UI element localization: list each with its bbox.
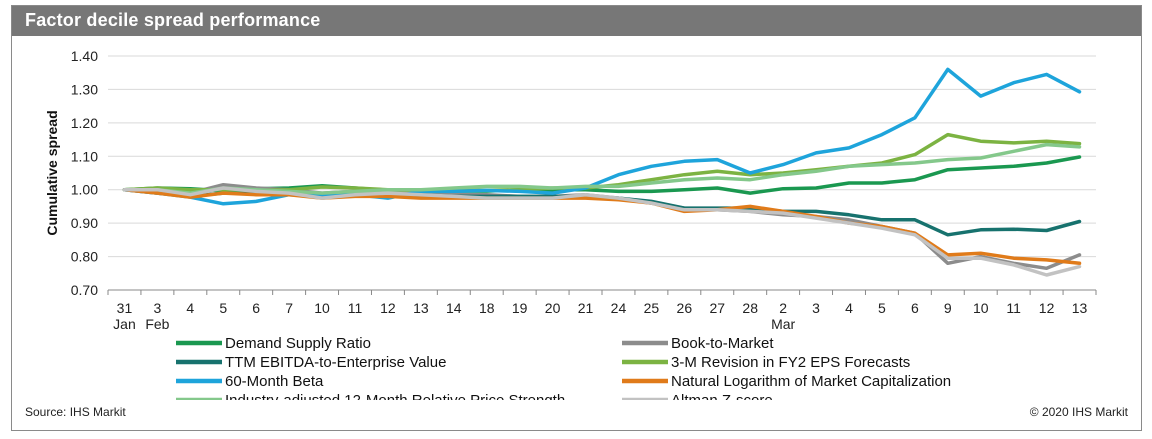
x-tick-label: 27 <box>709 300 725 316</box>
y-tick-label: 0.90 <box>71 215 98 231</box>
x-tick-label: 3 <box>154 300 162 316</box>
x-tick-label: 21 <box>578 300 594 316</box>
series-line <box>122 186 1082 277</box>
x-tick-label: 25 <box>644 300 660 316</box>
y-tick-label: 1.30 <box>71 81 98 97</box>
legend-label: Altman Z-score <box>671 392 773 400</box>
x-tick-label: 7 <box>285 300 293 316</box>
x-tick-label: 4 <box>186 300 194 316</box>
x-tick-label: 6 <box>911 300 919 316</box>
y-tick-label: 1.10 <box>71 148 98 164</box>
legend-label: Demand Supply Ratio <box>225 335 371 352</box>
copyright-note: © 2020 IHS Markit <box>1029 405 1128 419</box>
x-tick-label: 20 <box>545 300 561 316</box>
x-tick-label: 4 <box>845 300 853 316</box>
x-tick-label: 28 <box>742 300 758 316</box>
x-month-label: Mar <box>771 316 795 332</box>
source-note: Source: IHS Markit <box>25 405 126 419</box>
x-tick-label: 13 <box>413 300 429 316</box>
x-tick-label: 10 <box>973 300 989 316</box>
y-tick-label: 1.00 <box>71 182 98 198</box>
legend-label: Industry-adjusted 12-Month Relative Pric… <box>225 392 565 400</box>
x-tick-label: 14 <box>446 300 462 316</box>
x-tick-label: 11 <box>1006 300 1021 316</box>
x-tick-label: 31 <box>117 300 133 316</box>
x-tick-label: 26 <box>677 300 693 316</box>
x-tick-label: 6 <box>252 300 260 316</box>
legend-label: Book-to-Market <box>671 335 774 352</box>
x-tick-label: 24 <box>611 300 627 316</box>
x-month-label: Jan <box>113 316 136 332</box>
x-tick-label: 10 <box>314 300 330 316</box>
y-tick-label: 1.40 <box>71 48 98 64</box>
legend-label: 3-M Revision in FY2 EPS Forecasts <box>671 354 910 371</box>
x-month-label: Feb <box>145 316 169 332</box>
x-tick-label: 5 <box>878 300 886 316</box>
x-tick-label: 13 <box>1072 300 1088 316</box>
x-tick-label: 2 <box>779 300 787 316</box>
x-tick-label: 19 <box>512 300 528 316</box>
x-tick-label: 18 <box>479 300 495 316</box>
series-line <box>122 142 1082 195</box>
legend-label: Natural Logarithm of Market Capitalizati… <box>671 373 951 390</box>
chart-title: Factor decile spread performance <box>25 10 321 30</box>
title-bar: Factor decile spread performance <box>12 6 1141 36</box>
legend-label: 60-Month Beta <box>225 373 324 390</box>
x-tick-label: 11 <box>348 300 363 316</box>
x-tick-label: 3 <box>812 300 820 316</box>
legend-label: TTM EBITDA-to-Enterprise Value <box>225 354 446 371</box>
y-tick-label: 1.20 <box>71 115 98 131</box>
x-tick-label: 12 <box>1039 300 1055 316</box>
x-tick-label: 5 <box>219 300 227 316</box>
y-tick-label: 0.80 <box>71 249 98 265</box>
x-tick-label: 12 <box>380 300 396 316</box>
y-axis-label: Cumulative spread <box>44 110 60 235</box>
y-tick-label: 0.70 <box>71 282 98 298</box>
x-tick-label: 9 <box>944 300 952 316</box>
